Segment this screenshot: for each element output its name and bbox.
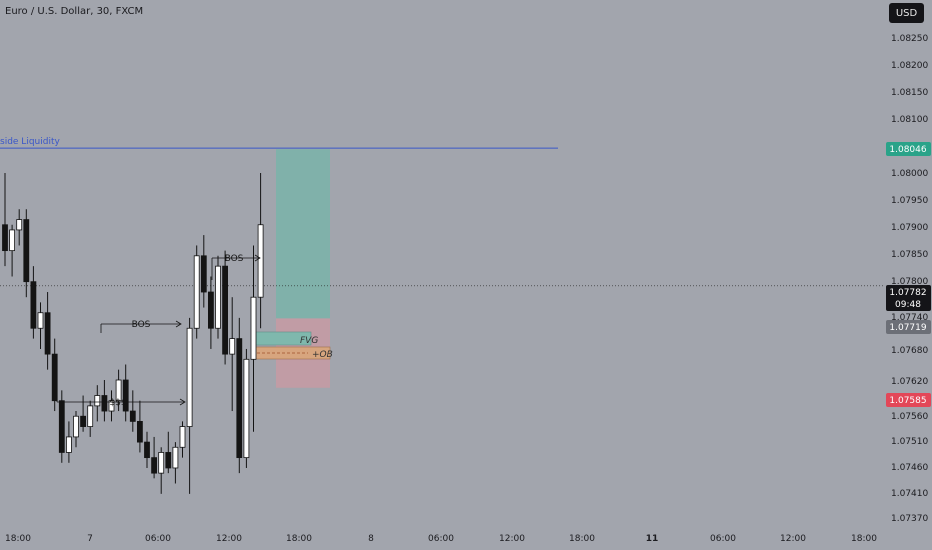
target-price-label: 1.08046: [889, 145, 926, 155]
y-axis-tick-label: 1.08100: [891, 115, 928, 125]
y-axis-tick-label: 1.08200: [891, 61, 928, 71]
current-price-label: 1.07782: [889, 288, 926, 298]
y-axis-tick-label: 1.07680: [891, 346, 928, 356]
x-axis-tick-label: 06:00: [710, 534, 736, 544]
candle-body[interactable]: [179, 426, 186, 448]
bos-arrow: [254, 254, 261, 262]
y-axis-tick-label: 1.07950: [891, 196, 928, 206]
candle-body[interactable]: [2, 224, 8, 252]
y-axis-tick-label: 1.07900: [891, 223, 928, 233]
candle-body[interactable]: [207, 291, 214, 329]
candle-body[interactable]: [115, 379, 122, 402]
x-axis-tick-label: 7: [87, 534, 93, 544]
candle-body[interactable]: [151, 457, 158, 474]
stop-price-label: 1.07585: [889, 396, 926, 406]
current-price-label-bg: [886, 285, 931, 311]
entry-price-label-bg: [886, 320, 931, 334]
candle-body[interactable]: [222, 265, 229, 355]
x-axis-tick-label: 18:00: [851, 534, 877, 544]
candle-body[interactable]: [200, 255, 207, 293]
y-axis-tick-label: 1.07560: [891, 412, 928, 422]
candle-body[interactable]: [51, 353, 58, 402]
current-price-label: 09:48: [895, 300, 921, 310]
candle-body[interactable]: [44, 312, 51, 355]
y-axis-tick-label: 1.07740: [891, 313, 928, 323]
candle-body[interactable]: [87, 405, 94, 427]
y-axis-tick-label: 1.07510: [891, 437, 928, 447]
entry-price-label: 1.07719: [889, 323, 926, 333]
candle-body[interactable]: [94, 395, 101, 407]
y-axis-tick-label: 1.07620: [891, 377, 928, 387]
candle-body[interactable]: [215, 265, 221, 329]
candle-body[interactable]: [257, 224, 264, 298]
ssl-label: $$$: [109, 398, 126, 408]
order-block-label: +OB: [312, 350, 333, 360]
candle-body[interactable]: [186, 327, 193, 427]
candle-body[interactable]: [236, 338, 243, 459]
candle-body[interactable]: [37, 312, 44, 329]
x-axis-tick-label: 18:00: [286, 534, 312, 544]
y-axis-tick-label: 1.08150: [891, 88, 928, 98]
candle-body[interactable]: [9, 229, 16, 252]
candle-body[interactable]: [229, 338, 236, 355]
target-price-label-bg: [886, 142, 931, 156]
bos-arrow: [175, 320, 182, 328]
liquidity-label: side Liquidity: [0, 137, 60, 147]
bos-label: BOS: [132, 320, 151, 330]
y-axis-tick-label: 1.07460: [891, 463, 928, 473]
x-axis-tick-label: 12:00: [216, 534, 242, 544]
ssl-arrow: [179, 398, 186, 406]
candle-body[interactable]: [158, 452, 165, 474]
x-axis-tick-label: 18:00: [569, 534, 595, 544]
candle-body[interactable]: [80, 415, 86, 427]
y-axis-tick-label: 1.08250: [891, 34, 928, 44]
candle-body[interactable]: [165, 452, 172, 469]
x-axis-tick-label: 12:00: [499, 534, 525, 544]
candle-body[interactable]: [144, 441, 150, 459]
y-axis-tick-label: 1.07410: [891, 489, 928, 499]
candle-body[interactable]: [250, 296, 257, 360]
y-axis-tick-label: 1.07800: [891, 277, 928, 287]
x-axis-tick-label: 06:00: [145, 534, 171, 544]
x-axis-tick-label: 8: [368, 534, 374, 544]
candle-body[interactable]: [58, 400, 65, 453]
y-axis-tick-label: 1.08000: [891, 169, 928, 179]
bos-label: BOS: [225, 254, 244, 264]
chart-title: Euro / U.S. Dollar, 30, FXCM: [5, 6, 144, 17]
currency-button[interactable]: USD: [889, 3, 924, 23]
candle-body[interactable]: [16, 219, 23, 231]
candle-body[interactable]: [193, 255, 200, 329]
candle-body[interactable]: [129, 410, 136, 422]
x-axis-tick-label: 11: [646, 534, 659, 544]
candle-body[interactable]: [101, 395, 108, 412]
x-axis-tick-label: 12:00: [780, 534, 806, 544]
candle-body[interactable]: [23, 219, 30, 283]
candle-body[interactable]: [108, 400, 115, 412]
fvg-label: FVG: [300, 336, 318, 346]
candle-body[interactable]: [136, 420, 143, 443]
candle-body[interactable]: [30, 281, 37, 329]
candle-body[interactable]: [172, 446, 179, 469]
candle-body[interactable]: [243, 358, 250, 459]
target-zone[interactable]: [276, 149, 330, 319]
candle-body[interactable]: [122, 379, 129, 412]
y-axis-tick-label: 1.07850: [891, 250, 928, 260]
x-axis-tick-label: 18:00: [5, 534, 31, 544]
y-axis-tick-label: 1.07370: [891, 514, 928, 524]
candle-body[interactable]: [66, 436, 72, 453]
stop-price-label-bg: [886, 393, 931, 407]
candle-body[interactable]: [73, 415, 79, 438]
x-axis-tick-label: 06:00: [428, 534, 454, 544]
